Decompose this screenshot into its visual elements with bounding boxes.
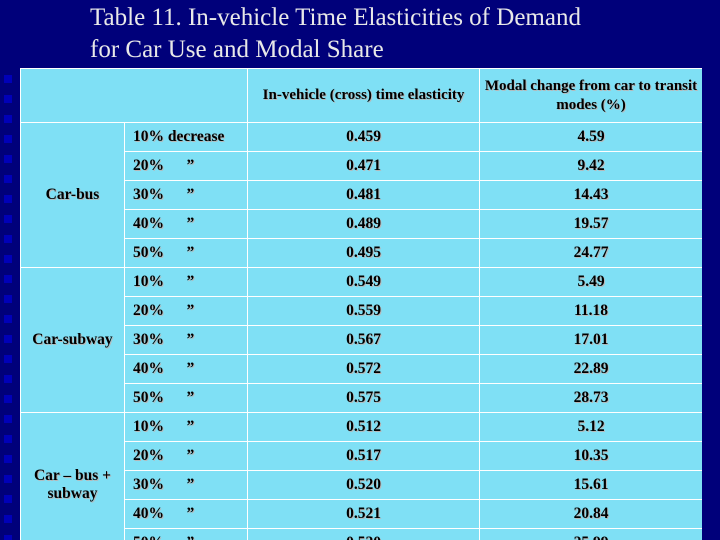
elasticity-cell: 0.471 <box>247 151 481 181</box>
ditto-mark: ” <box>186 325 249 355</box>
ditto-mark: ” <box>186 238 249 268</box>
ditto-mark: ” <box>186 499 249 529</box>
elasticity-cell: 0.575 <box>247 383 481 413</box>
table-header-row: In-vehicle (cross) time elasticity Modal… <box>20 68 702 123</box>
change-cell: 10% decrease <box>123 122 248 152</box>
elasticity-cell: 0.572 <box>247 354 481 384</box>
ditto-mark: ” <box>186 470 249 500</box>
change-cell: 50% <box>124 528 187 540</box>
table-row: 20%” 0.517 10.35 <box>21 441 702 471</box>
elasticity-cell: 0.559 <box>247 296 481 326</box>
elasticity-cell: 0.495 <box>247 238 481 268</box>
table-row: 50%”0.52025.99 <box>21 528 702 540</box>
change-cell: 30% <box>124 470 187 500</box>
group-label: Car-bus <box>20 122 125 268</box>
modal-change-cell: 28.73 <box>479 383 702 413</box>
elasticity-cell: 0.520 <box>247 528 481 540</box>
ditto-mark: ” <box>186 528 249 540</box>
table-row: Car – bus + subway 10%” 0.512 5.12 <box>20 412 702 540</box>
title-line-1: Table 11. In-vehicle Time Elasticities o… <box>90 4 581 31</box>
slide-title: Table 11. In-vehicle Time Elasticities o… <box>90 2 710 66</box>
title-line-2: for Car Use and Modal Share <box>90 36 384 63</box>
table-row: 40%” 0.572 22.89 <box>21 354 702 384</box>
ditto-mark: ” <box>186 151 249 181</box>
table-row: 30%” 0.567 17.01 <box>21 325 702 355</box>
ditto-mark: ” <box>186 267 249 297</box>
modal-change-cell: 24.77 <box>479 238 702 268</box>
ditto-mark: ” <box>186 180 249 210</box>
change-cell: 20% <box>124 296 187 326</box>
change-cell: 20% <box>124 441 187 471</box>
group-label: Car-subway <box>20 267 125 413</box>
ditto-mark: ” <box>186 209 249 239</box>
change-cell: 50% <box>124 238 187 268</box>
change-cell: 40% <box>124 354 187 384</box>
ditto-mark: ” <box>186 383 249 413</box>
elasticity-cell: 0.512 <box>247 412 481 442</box>
table-body: Car-bus 10% decrease 0.459 4.59 20%” 0.471 9.4… <box>20 122 702 540</box>
elasticity-cell: 0.489 <box>247 209 481 239</box>
ditto-mark: ” <box>186 354 249 384</box>
group-label: Car – bus + subway <box>20 412 125 540</box>
table-row: Car-bus 10% decrease 0.459 4.59 <box>20 122 702 268</box>
change-cell: 30% <box>124 325 187 355</box>
modal-change-cell: 11.18 <box>479 296 702 326</box>
modal-change-cell: 15.61 <box>479 470 702 500</box>
header-elasticity: In-vehicle (cross) time elasticity <box>247 68 481 123</box>
modal-change-cell: 25.99 <box>479 528 702 540</box>
modal-change-cell: 17.01 <box>479 325 702 355</box>
elasticity-table-container: In-vehicle (cross) time elasticity Modal… <box>20 68 702 540</box>
elasticity-table: In-vehicle (cross) time elasticity Modal… <box>20 68 702 540</box>
modal-change-cell: 5.12 <box>479 412 702 442</box>
change-cell: 50% <box>124 383 187 413</box>
change-cell: 10% <box>124 267 187 297</box>
modal-change-cell: 5.49 <box>479 267 702 297</box>
modal-change-cell: 22.89 <box>479 354 702 384</box>
modal-change-cell: 20.84 <box>479 499 702 529</box>
ditto-mark: ” <box>186 296 249 326</box>
table-row: Car-subway 10%” 0.549 5.49 <box>20 267 702 413</box>
elasticity-cell: 0.549 <box>247 267 481 297</box>
change-cell: 40% <box>124 209 187 239</box>
elasticity-cell: 0.567 <box>247 325 481 355</box>
change-cell: 30% <box>124 180 187 210</box>
change-cell: 10% <box>124 412 187 442</box>
change-cell: 20% <box>124 151 187 181</box>
ditto-mark: ” <box>186 412 249 442</box>
table-row: 20%” 0.471 9.42 <box>21 151 702 181</box>
elasticity-cell: 0.521 <box>247 499 481 529</box>
ditto-mark: ” <box>186 441 249 471</box>
elasticity-cell: 0.520 <box>247 470 481 500</box>
table-row: 20%” 0.559 11.18 <box>21 296 702 326</box>
elasticity-cell: 0.517 <box>247 441 481 471</box>
modal-change-cell: 9.42 <box>479 151 702 181</box>
header-modal-change: Modal change from car to transit modes (… <box>479 68 702 123</box>
modal-change-cell: 10.35 <box>479 441 702 471</box>
modal-change-cell: 14.43 <box>479 180 702 210</box>
header-mode-change <box>20 68 249 123</box>
change-cell: 40% <box>124 499 187 529</box>
elasticity-cell: 0.481 <box>247 180 481 210</box>
elasticity-cell: 0.459 <box>247 122 481 152</box>
slide-bullet-strip <box>0 75 16 540</box>
modal-change-cell: 4.59 <box>479 122 702 152</box>
table-row: 40%” 0.489 19.57 <box>21 209 702 239</box>
modal-change-cell: 19.57 <box>479 209 702 239</box>
